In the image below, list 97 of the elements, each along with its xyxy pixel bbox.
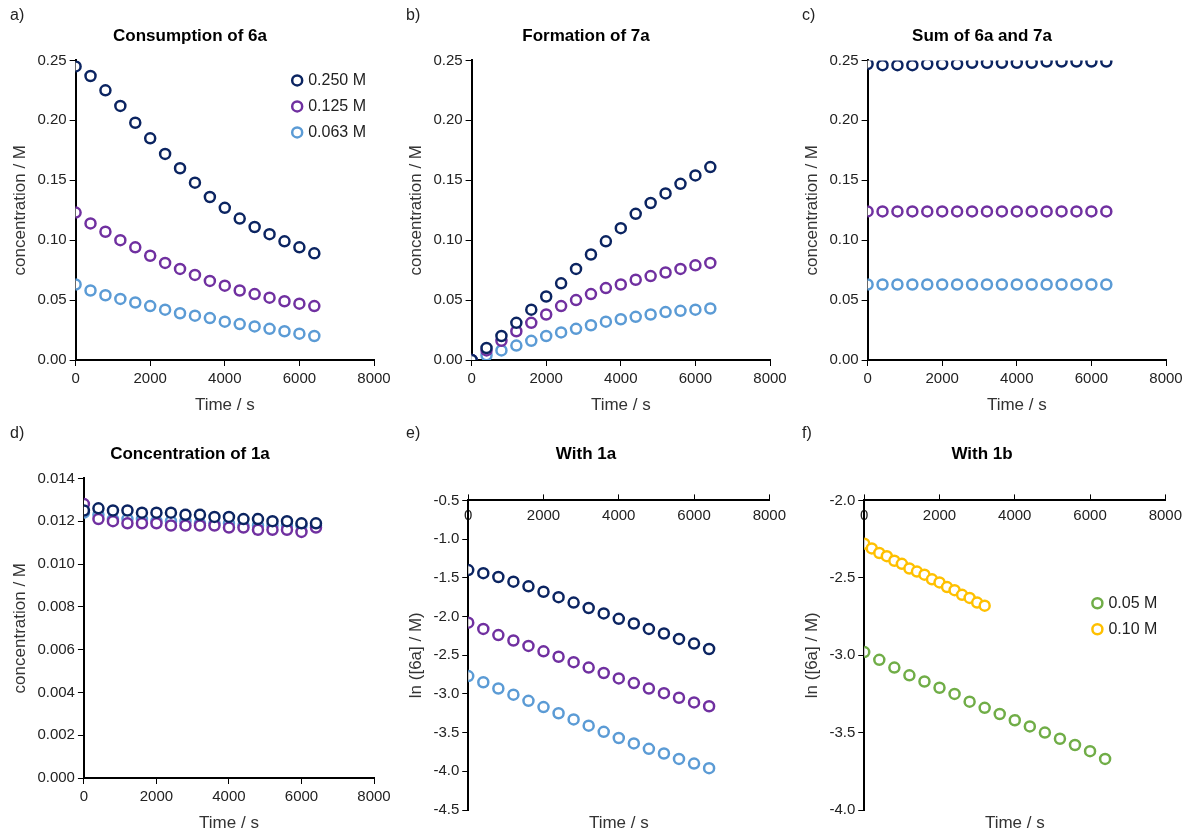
x-tick-label: 2000 xyxy=(922,505,957,523)
x-tick-label: 4000 xyxy=(602,505,636,523)
y-tick-label: -2.5 xyxy=(829,567,856,585)
x-tick-label: 4000 xyxy=(212,787,246,805)
x-tick-label: 2000 xyxy=(139,787,174,805)
y-axis-title: ln ([6a] / M) xyxy=(801,612,821,699)
x-tick-label: 8000 xyxy=(1148,505,1182,523)
y-tick-label: 0.15 xyxy=(37,170,67,188)
x-axis-title: Time / s xyxy=(986,395,1047,415)
y-tick-label: 0.25 xyxy=(433,50,463,68)
x-tick-label: 6000 xyxy=(282,369,317,387)
y-tick-label: 0.014 xyxy=(37,468,75,486)
y-tick-label: -3.0 xyxy=(829,645,856,663)
y-tick-label: 0.004 xyxy=(37,682,75,700)
x-tick-label: 0 xyxy=(79,787,89,805)
x-axis-title: Time / s xyxy=(194,395,255,415)
x-tick-label: 2000 xyxy=(526,505,561,523)
legend-label: 0.05 M xyxy=(1108,593,1158,611)
x-tick-label: 8000 xyxy=(357,787,391,805)
x-tick-label: 4000 xyxy=(208,369,242,387)
y-axis-title: concentration / M xyxy=(405,145,425,276)
y-axis-title: concentration / M xyxy=(9,563,29,694)
y-tick-label: -4.5 xyxy=(433,800,460,818)
x-axis-title: Time / s xyxy=(984,813,1045,833)
y-tick-label: -1.5 xyxy=(433,567,460,585)
x-tick-label: 2000 xyxy=(925,369,959,387)
y-tick-label: -3.5 xyxy=(433,722,460,740)
x-tick-label: 6000 xyxy=(284,787,319,805)
y-tick-label: 0.010 xyxy=(37,554,75,572)
x-tick-label: 0 xyxy=(71,369,80,387)
y-axis-title: concentration / M xyxy=(9,145,29,276)
x-tick-label: 6000 xyxy=(677,505,711,523)
x-tick-label: 6000 xyxy=(678,369,713,387)
text: d) xyxy=(10,424,25,442)
text: b) xyxy=(406,6,421,24)
y-tick-label: -2.5 xyxy=(433,645,460,663)
y-tick-label: -2.0 xyxy=(433,606,460,624)
y-tick-label: -1.0 xyxy=(433,529,460,547)
y-tick-label: 0.05 xyxy=(433,290,463,308)
y-tick-label: 0.00 xyxy=(829,350,859,368)
x-axis-title: Time / s xyxy=(590,395,651,415)
y-tick-label: 0.002 xyxy=(37,725,75,743)
y-tick-label: 0.20 xyxy=(433,110,463,128)
y-axis-title: ln ([6a] / M) xyxy=(405,612,425,699)
text: e) xyxy=(406,424,421,442)
y-tick-label: -0.5 xyxy=(433,490,460,508)
y-tick-label: 0.15 xyxy=(433,170,463,188)
x-tick-label: 8000 xyxy=(752,505,786,523)
text: c) xyxy=(802,6,816,24)
x-tick-label: 2000 xyxy=(133,369,167,387)
y-tick-label: 0.10 xyxy=(37,230,67,248)
y-tick-label: -2.0 xyxy=(829,490,856,508)
chart-title: Formation of 7a xyxy=(522,25,651,45)
chart-title: Sum of 6a and 7a xyxy=(912,25,1053,45)
x-tick-label: 0 xyxy=(863,369,872,387)
legend-label: 0.063 M xyxy=(308,122,366,140)
y-tick-label: 0.006 xyxy=(37,639,75,657)
y-tick-label: 0.00 xyxy=(433,350,463,368)
y-tick-label: 0.10 xyxy=(433,230,463,248)
y-tick-label: 0.05 xyxy=(829,290,859,308)
x-tick-label: 4000 xyxy=(1000,369,1034,387)
x-tick-label: 8000 xyxy=(753,369,787,387)
x-tick-label: 8000 xyxy=(1149,369,1183,387)
y-tick-label: -4.0 xyxy=(433,761,460,779)
y-tick-label: 0.008 xyxy=(37,596,75,614)
x-tick-label: 6000 xyxy=(1073,505,1107,523)
y-tick-label: -3.5 xyxy=(829,722,856,740)
legend-label: 0.125 M xyxy=(308,96,366,114)
y-tick-label: 0.000 xyxy=(37,768,75,786)
y-axis-title: concentration / M xyxy=(801,145,821,276)
chart-title: Consumption of 6a xyxy=(113,25,268,45)
chart-title: Concentration of 1a xyxy=(110,443,271,463)
y-tick-label: 0.10 xyxy=(829,230,859,248)
chart-title: With 1a xyxy=(555,443,617,463)
y-tick-label: 0.20 xyxy=(37,110,67,128)
x-tick-label: 8000 xyxy=(357,369,391,387)
text: f) xyxy=(802,424,812,442)
y-tick-label: 0.00 xyxy=(37,350,67,368)
y-tick-label: 0.012 xyxy=(37,511,75,529)
y-tick-label: 0.25 xyxy=(37,50,67,68)
y-tick-label: 0.05 xyxy=(37,290,67,308)
x-tick-label: 6000 xyxy=(1074,369,1109,387)
x-tick-label: 4000 xyxy=(998,505,1032,523)
x-tick-label: 4000 xyxy=(604,369,638,387)
y-tick-label: -3.0 xyxy=(433,684,460,702)
y-tick-label: -4.0 xyxy=(829,800,856,818)
x-axis-title: Time / s xyxy=(588,813,649,833)
y-tick-label: 0.20 xyxy=(829,110,859,128)
chart-title: With 1b xyxy=(951,443,1013,463)
text: a) xyxy=(10,6,25,24)
y-tick-label: 0.15 xyxy=(829,170,859,188)
y-tick-label: 0.25 xyxy=(829,50,859,68)
legend-label: 0.250 M xyxy=(308,70,366,88)
x-tick-label: 2000 xyxy=(529,369,563,387)
x-tick-label: 0 xyxy=(467,369,476,387)
legend-label: 0.10 M xyxy=(1108,619,1158,637)
x-axis-title: Time / s xyxy=(199,813,259,833)
